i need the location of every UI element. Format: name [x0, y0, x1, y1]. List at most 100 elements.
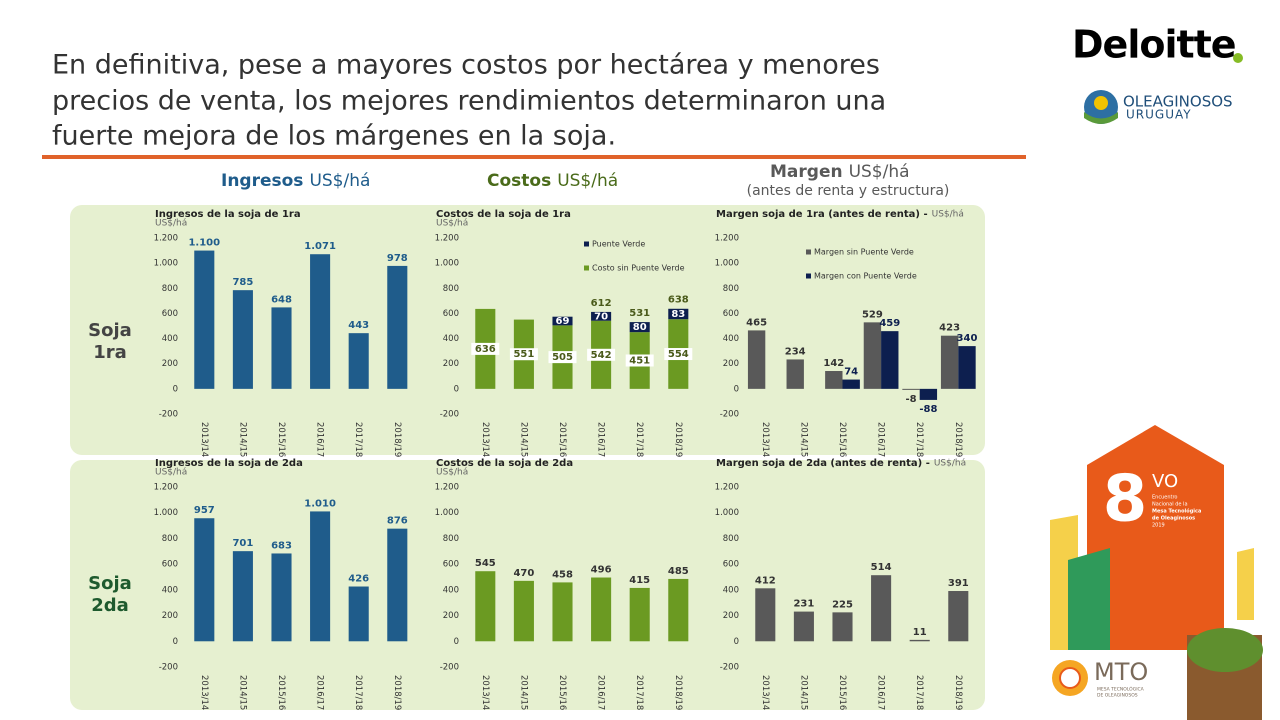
chart-unit: US$/há	[155, 219, 187, 229]
bar	[940, 335, 959, 389]
x-tick-label: 2014/15	[798, 675, 808, 710]
x-tick-label: 2014/15	[518, 675, 528, 710]
data-label: 1.010	[304, 498, 336, 509]
title-line: fuerte mejora de los márgenes en la soja…	[52, 121, 616, 152]
data-label: 83	[671, 309, 685, 320]
y-tick-label: 800	[443, 534, 459, 544]
y-tick-label: 1.200	[715, 234, 739, 244]
deloitte-logo: Deloitte	[1072, 23, 1236, 67]
x-tick-label: 2014/15	[798, 422, 808, 457]
decor-bar	[1068, 548, 1110, 650]
bar	[591, 577, 612, 642]
bar	[863, 322, 882, 389]
chart-title: Costos de la soja de 2da	[436, 458, 573, 469]
y-tick-label: 1.000	[154, 508, 178, 518]
bar	[348, 586, 369, 642]
bar	[958, 346, 976, 389]
data-label: 542	[591, 350, 612, 361]
bar-segment	[552, 316, 573, 326]
deloitte-dot	[1233, 53, 1243, 63]
y-tick-label: 1.200	[154, 234, 178, 244]
oleaginosos-drop	[1094, 96, 1108, 110]
legend-label: Margen con Puente Verde	[814, 272, 917, 281]
y-tick-label: 400	[723, 334, 739, 344]
x-tick-label: 2015/16	[276, 675, 286, 710]
x-tick-label: 2018/19	[953, 422, 963, 457]
data-label: 978	[387, 253, 408, 264]
oleaginosos-text: URUGUAY	[1126, 108, 1192, 122]
data-label: 423	[939, 323, 960, 334]
x-tick-label: 2016/17	[876, 422, 886, 457]
header-unit: US$/há	[309, 171, 370, 191]
bar	[747, 330, 766, 389]
y-tick-label: 0	[734, 384, 739, 394]
bar	[842, 379, 860, 389]
y-tick-label: 600	[723, 560, 739, 570]
y-tick-label: 0	[734, 637, 739, 647]
chart-title: Margen soja de 2da (antes de renta) -	[716, 458, 930, 469]
data-label: 70	[594, 311, 608, 322]
y-tick-label: -200	[720, 410, 739, 420]
bar	[552, 582, 573, 642]
event-text: Mesa Tecnológica	[1152, 508, 1201, 515]
data-label: 443	[348, 320, 369, 331]
y-tick-label: 800	[723, 284, 739, 294]
y-tick-label: 200	[723, 611, 739, 621]
y-tick-label: 400	[443, 334, 459, 344]
legend-swatch	[584, 265, 589, 271]
x-tick-label: 2013/14	[480, 422, 490, 457]
y-tick-label: 400	[443, 585, 459, 595]
x-tick-label: 2016/17	[596, 422, 606, 457]
data-label: 459	[879, 318, 900, 329]
chart-title: Margen soja de 1ra (antes de renta) -	[716, 209, 928, 220]
chart-unit: US$/há	[436, 468, 468, 478]
data-label: -88	[919, 404, 937, 415]
column-header: Ingresos US$/há	[221, 171, 370, 191]
bar	[948, 591, 969, 642]
row-label: Soja	[88, 320, 132, 341]
chart-title: Ingresos de la soja de 1ra	[155, 209, 301, 220]
data-label: 485	[668, 566, 689, 577]
bar-segment	[629, 322, 650, 333]
x-tick-label: 2013/14	[480, 675, 490, 710]
data-label: 426	[348, 574, 369, 585]
label-box	[548, 351, 577, 364]
field-plants	[1187, 628, 1263, 672]
y-tick-label: 0	[454, 637, 459, 647]
mto-logo: MTO	[1094, 658, 1148, 686]
bar	[194, 518, 215, 642]
legend-swatch	[806, 249, 811, 255]
data-label: 648	[271, 294, 292, 305]
bar	[786, 359, 804, 389]
bar	[194, 250, 215, 389]
y-tick-label: 200	[162, 611, 178, 621]
header-name: Ingresos	[221, 171, 303, 191]
x-tick-label: 2015/16	[276, 422, 286, 457]
mto-sun-core	[1059, 667, 1081, 689]
oleaginosos-leaf	[1084, 112, 1118, 124]
event-text: Encuentro	[1152, 495, 1177, 501]
bar	[825, 371, 843, 389]
x-tick-label: 2016/17	[596, 675, 606, 710]
label-box	[664, 348, 693, 361]
y-tick-label: 0	[454, 384, 459, 394]
y-tick-label: 1.000	[435, 259, 459, 269]
header-unit: US$/há	[849, 162, 910, 182]
data-label: 69	[556, 316, 570, 327]
y-tick-label: 600	[162, 309, 178, 319]
bar	[232, 290, 253, 389]
data-label: 340	[957, 333, 978, 344]
data-label: 683	[271, 540, 292, 551]
x-tick-label: 2015/16	[837, 422, 847, 457]
bar	[629, 587, 650, 642]
data-label: 785	[232, 277, 253, 288]
x-tick-label: 2017/18	[634, 675, 644, 710]
data-label: 225	[832, 599, 853, 610]
y-tick-label: 0	[173, 637, 178, 647]
x-tick-label: 2017/18	[914, 675, 924, 710]
event-number: 8	[1103, 463, 1148, 537]
legend-label: Margen sin Puente Verde	[814, 248, 914, 257]
label-box	[509, 348, 538, 361]
x-tick-label: 2018/19	[953, 675, 963, 710]
